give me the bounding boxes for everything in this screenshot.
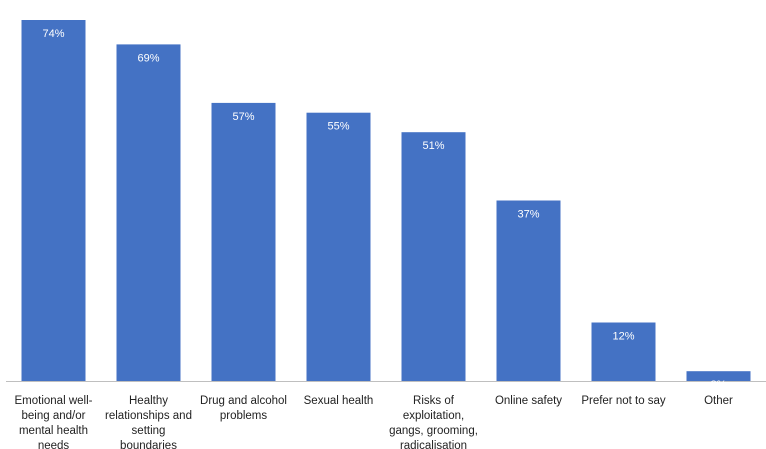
data-label-2: 57% (232, 111, 254, 123)
category-label-2: Drug and alcohol problems (200, 395, 287, 422)
category-label-0-line-0: Emotional well- (15, 395, 93, 407)
category-label-3: Sexual health (304, 395, 374, 407)
bar-0 (21, 20, 86, 381)
bar-5 (496, 200, 561, 381)
category-label-0-line-2: mental health (19, 425, 88, 437)
category-label-0-line-1: being and/or (22, 410, 86, 422)
bar-4 (401, 132, 466, 381)
bar-6 (591, 322, 656, 381)
category-label-4-line-1: exploitation, (403, 410, 464, 422)
bar-3 (306, 112, 371, 381)
category-label-2-line-1: problems (220, 410, 268, 422)
data-label-6: 12% (612, 331, 634, 343)
data-labels-group: 74% 69% 57% 55% 51% 37% 12% 2% (42, 28, 726, 391)
category-label-5: Online safety (495, 395, 562, 407)
data-label-5: 37% (517, 209, 539, 221)
category-label-4-line-3: radicalisation (400, 440, 467, 449)
category-label-3-line-0: Sexual health (304, 395, 374, 407)
bar-7 (686, 371, 751, 381)
category-label-1-line-1: relationships and (105, 410, 192, 422)
category-label-1-line-2: setting (132, 425, 166, 437)
category-label-6-line-0: Prefer not to say (581, 395, 666, 407)
data-label-1: 69% (137, 52, 159, 64)
category-label-4-line-0: Risks of (413, 395, 455, 407)
category-label-5-line-0: Online safety (495, 395, 562, 407)
category-label-2-line-0: Drug and alcohol (200, 395, 287, 407)
bar-1 (116, 44, 181, 382)
data-label-0: 74% (42, 28, 64, 40)
category-label-0-line-3: needs (38, 440, 70, 449)
category-label-0: Emotional well-being and/or mental health… (15, 395, 93, 449)
category-label-4: Risks of exploitation, gangs, grooming, rad… (389, 395, 478, 449)
data-label-7: 2% (711, 379, 727, 391)
bars-group (21, 20, 751, 382)
category-label-4-line-2: gangs, grooming, (389, 425, 478, 437)
category-label-7-line-0: Other (704, 395, 733, 407)
category-labels-group: Emotional well-being and/or mental health… (15, 395, 734, 449)
bar-2 (211, 102, 276, 382)
category-label-1: Healthy relationships and setting boundarie… (105, 395, 192, 449)
data-label-3: 55% (327, 121, 349, 133)
data-label-4: 51% (422, 140, 444, 152)
category-label-7: Other (704, 395, 733, 407)
category-label-1-line-0: Healthy (129, 395, 168, 407)
category-label-1-line-3: boundaries (120, 440, 177, 449)
category-label-6: Prefer not to say (581, 395, 666, 407)
